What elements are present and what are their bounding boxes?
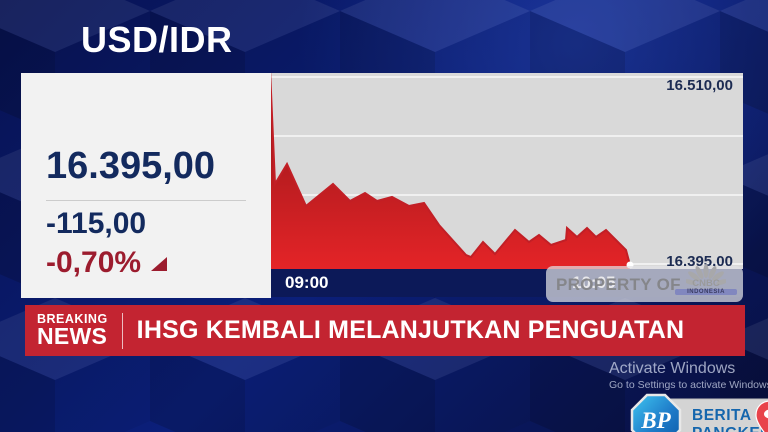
svg-text:BP: BP [640,408,671,432]
svg-text:CNBC: CNBC [692,278,720,287]
svg-text:PANGKEP: PANGKEP [692,425,768,432]
svg-text:BERITA: BERITA [692,407,752,424]
